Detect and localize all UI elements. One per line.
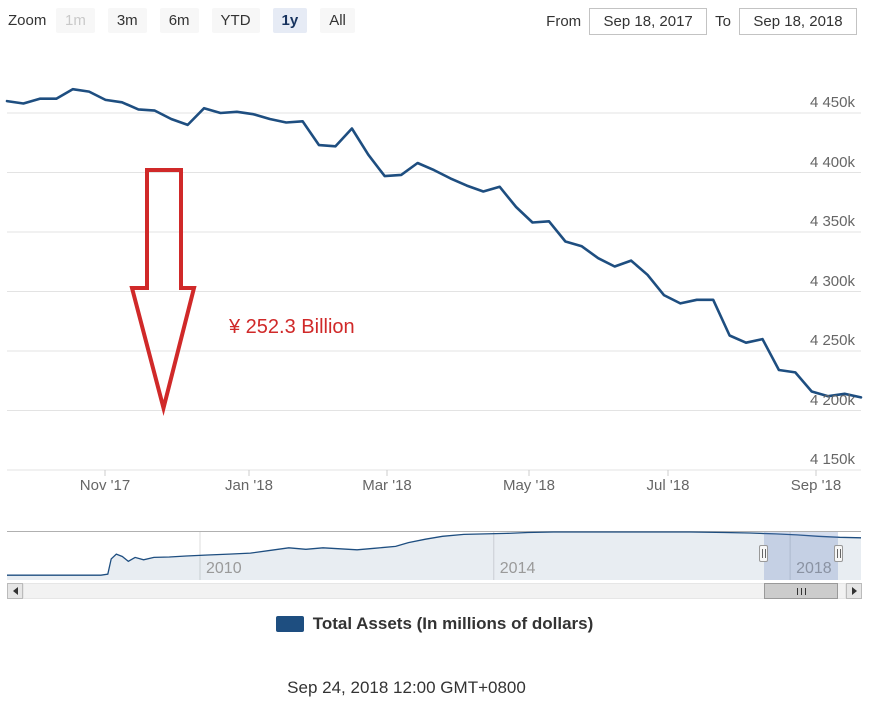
navigator-year-label: 2014	[499, 560, 536, 577]
main-gridlines	[7, 112, 861, 471]
navigator-year-label: 2018	[796, 560, 832, 577]
chart-canvas	[5, 87, 863, 580]
y-axis-label: 4 350k	[809, 213, 855, 230]
legend-swatch-icon	[275, 616, 304, 632]
navigator-right-handle[interactable]	[834, 545, 843, 562]
zoom-button-1m: 1m	[56, 8, 95, 33]
arrow-left-icon	[12, 587, 18, 595]
y-axis-label: 4 250k	[809, 332, 855, 349]
y-axis-label: 4 450k	[809, 94, 855, 111]
x-axis-label: Jan '18	[225, 477, 273, 494]
timestamp-caption: Sep 24, 2018 12:00 GMT+0800	[287, 678, 526, 697]
navigator-year-label: 2010	[206, 560, 242, 577]
x-axis-label: Mar '18	[362, 477, 412, 494]
annotation-down-arrow-icon	[129, 168, 197, 416]
zoom-buttons: 1m 3m 6m YTD 1y All	[56, 8, 355, 33]
x-axis-label: Nov '17	[79, 477, 131, 494]
scrollbar-track[interactable]	[23, 583, 846, 599]
navigator-series-line	[7, 531, 862, 576]
zoom-button-3m[interactable]: 3m	[107, 8, 147, 33]
x-axis-label: Jul '18	[646, 477, 690, 494]
from-label: From	[546, 13, 582, 30]
y-axis-label: 4 300k	[809, 272, 855, 290]
to-label: To	[715, 13, 731, 30]
navigator-selected-range[interactable]	[764, 532, 838, 580]
range-selector-toolbar: Zoom 1m 3m 6m YTD 1y All From To	[0, 8, 869, 35]
total-assets-series-line	[5, 87, 863, 399]
scrollbar-left-button[interactable]	[7, 583, 23, 599]
arrow-right-icon	[851, 587, 857, 595]
legend-label: Total Assets (In millions of dollars)	[312, 614, 594, 633]
y-axis-label: 4 200k	[809, 391, 855, 409]
zoom-label: Zoom	[8, 12, 47, 29]
x-axis-label: Sep '18	[790, 477, 842, 494]
y-axis-label: 4 150k	[809, 451, 855, 468]
navigator-left-handle[interactable]	[759, 545, 768, 562]
zoom-button-all[interactable]: All	[320, 8, 355, 33]
x-axis-ticks	[104, 470, 817, 476]
annotation-label: ¥ 252.3 Billion	[229, 316, 355, 338]
scrollbar-right-button[interactable]	[846, 583, 862, 599]
date-range-inputs: From To	[538, 8, 857, 35]
x-axis-label: May '18	[502, 477, 556, 494]
scrollbar-thumb[interactable]	[764, 583, 838, 599]
to-date-input[interactable]	[739, 8, 857, 35]
from-date-input[interactable]	[589, 8, 708, 35]
zoom-button-1y[interactable]: 1y	[272, 8, 308, 33]
legend-item-total-assets[interactable]: Total Assets (In millions of dollars)	[0, 614, 869, 634]
y-axis-label: 4 400k	[809, 153, 855, 171]
zoom-button-ytd[interactable]: YTD	[211, 8, 260, 33]
zoom-button-6m[interactable]: 6m	[159, 8, 199, 33]
navigator-area-fill	[7, 532, 861, 580]
